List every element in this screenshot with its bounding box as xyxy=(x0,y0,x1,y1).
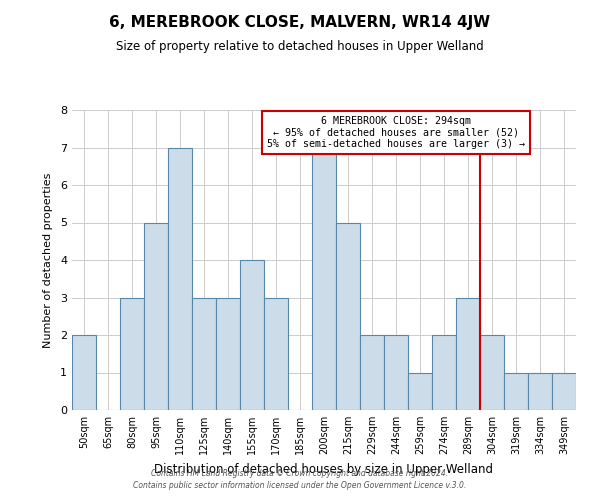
X-axis label: Distribution of detached houses by size in Upper Welland: Distribution of detached houses by size … xyxy=(155,462,493,475)
Bar xyxy=(408,372,432,410)
Bar xyxy=(144,222,168,410)
Bar xyxy=(336,222,360,410)
Text: 6, MEREBROOK CLOSE, MALVERN, WR14 4JW: 6, MEREBROOK CLOSE, MALVERN, WR14 4JW xyxy=(109,15,491,30)
Bar xyxy=(168,148,192,410)
Bar xyxy=(240,260,264,410)
Bar xyxy=(552,372,576,410)
Y-axis label: Number of detached properties: Number of detached properties xyxy=(43,172,53,348)
Bar xyxy=(360,335,384,410)
Bar xyxy=(216,298,240,410)
Bar xyxy=(528,372,552,410)
Bar xyxy=(72,335,96,410)
Bar xyxy=(456,298,480,410)
Text: 6 MEREBROOK CLOSE: 294sqm
← 95% of detached houses are smaller (52)
5% of semi-d: 6 MEREBROOK CLOSE: 294sqm ← 95% of detac… xyxy=(267,116,525,149)
Bar xyxy=(192,298,216,410)
Bar xyxy=(480,335,504,410)
Bar xyxy=(384,335,408,410)
Text: Size of property relative to detached houses in Upper Welland: Size of property relative to detached ho… xyxy=(116,40,484,53)
Bar xyxy=(264,298,288,410)
Text: Contains HM Land Registry data © Crown copyright and database right 2024.
Contai: Contains HM Land Registry data © Crown c… xyxy=(133,468,467,490)
Bar xyxy=(120,298,144,410)
Bar xyxy=(312,148,336,410)
Bar xyxy=(432,335,456,410)
Bar xyxy=(504,372,528,410)
